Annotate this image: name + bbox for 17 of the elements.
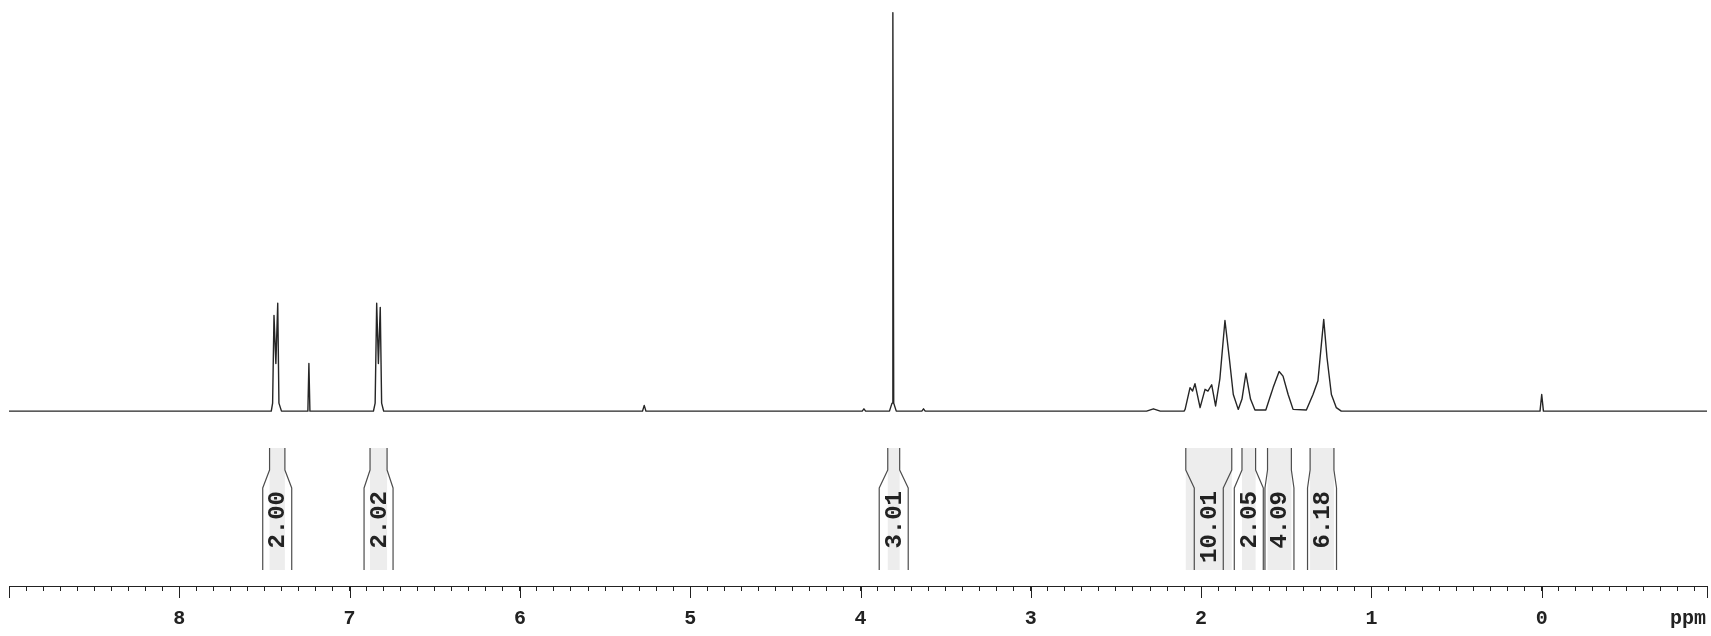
x-tick-label: 2 (1195, 607, 1208, 631)
x-tick-label: 1 (1365, 607, 1378, 631)
band-label: 2.00 (264, 491, 292, 549)
band-label: 4.09 (1266, 491, 1294, 549)
x-tick-label: 8 (173, 607, 186, 631)
band-label: 3.01 (880, 491, 908, 549)
band-label: 10.01 (1195, 491, 1223, 564)
band-label: 6.18 (1309, 491, 1337, 549)
x-tick-label: 6 (513, 607, 526, 631)
x-tick-label: 3 (1024, 607, 1037, 631)
band-label: 2.05 (1235, 491, 1263, 549)
x-tick-label: 0 (1535, 607, 1548, 631)
band-label: 2.02 (365, 491, 393, 549)
x-axis-title: ppm (1669, 607, 1706, 631)
x-tick-label: 7 (343, 607, 356, 631)
x-tick-label: 4 (854, 607, 867, 631)
x-tick-label: 5 (684, 607, 697, 631)
